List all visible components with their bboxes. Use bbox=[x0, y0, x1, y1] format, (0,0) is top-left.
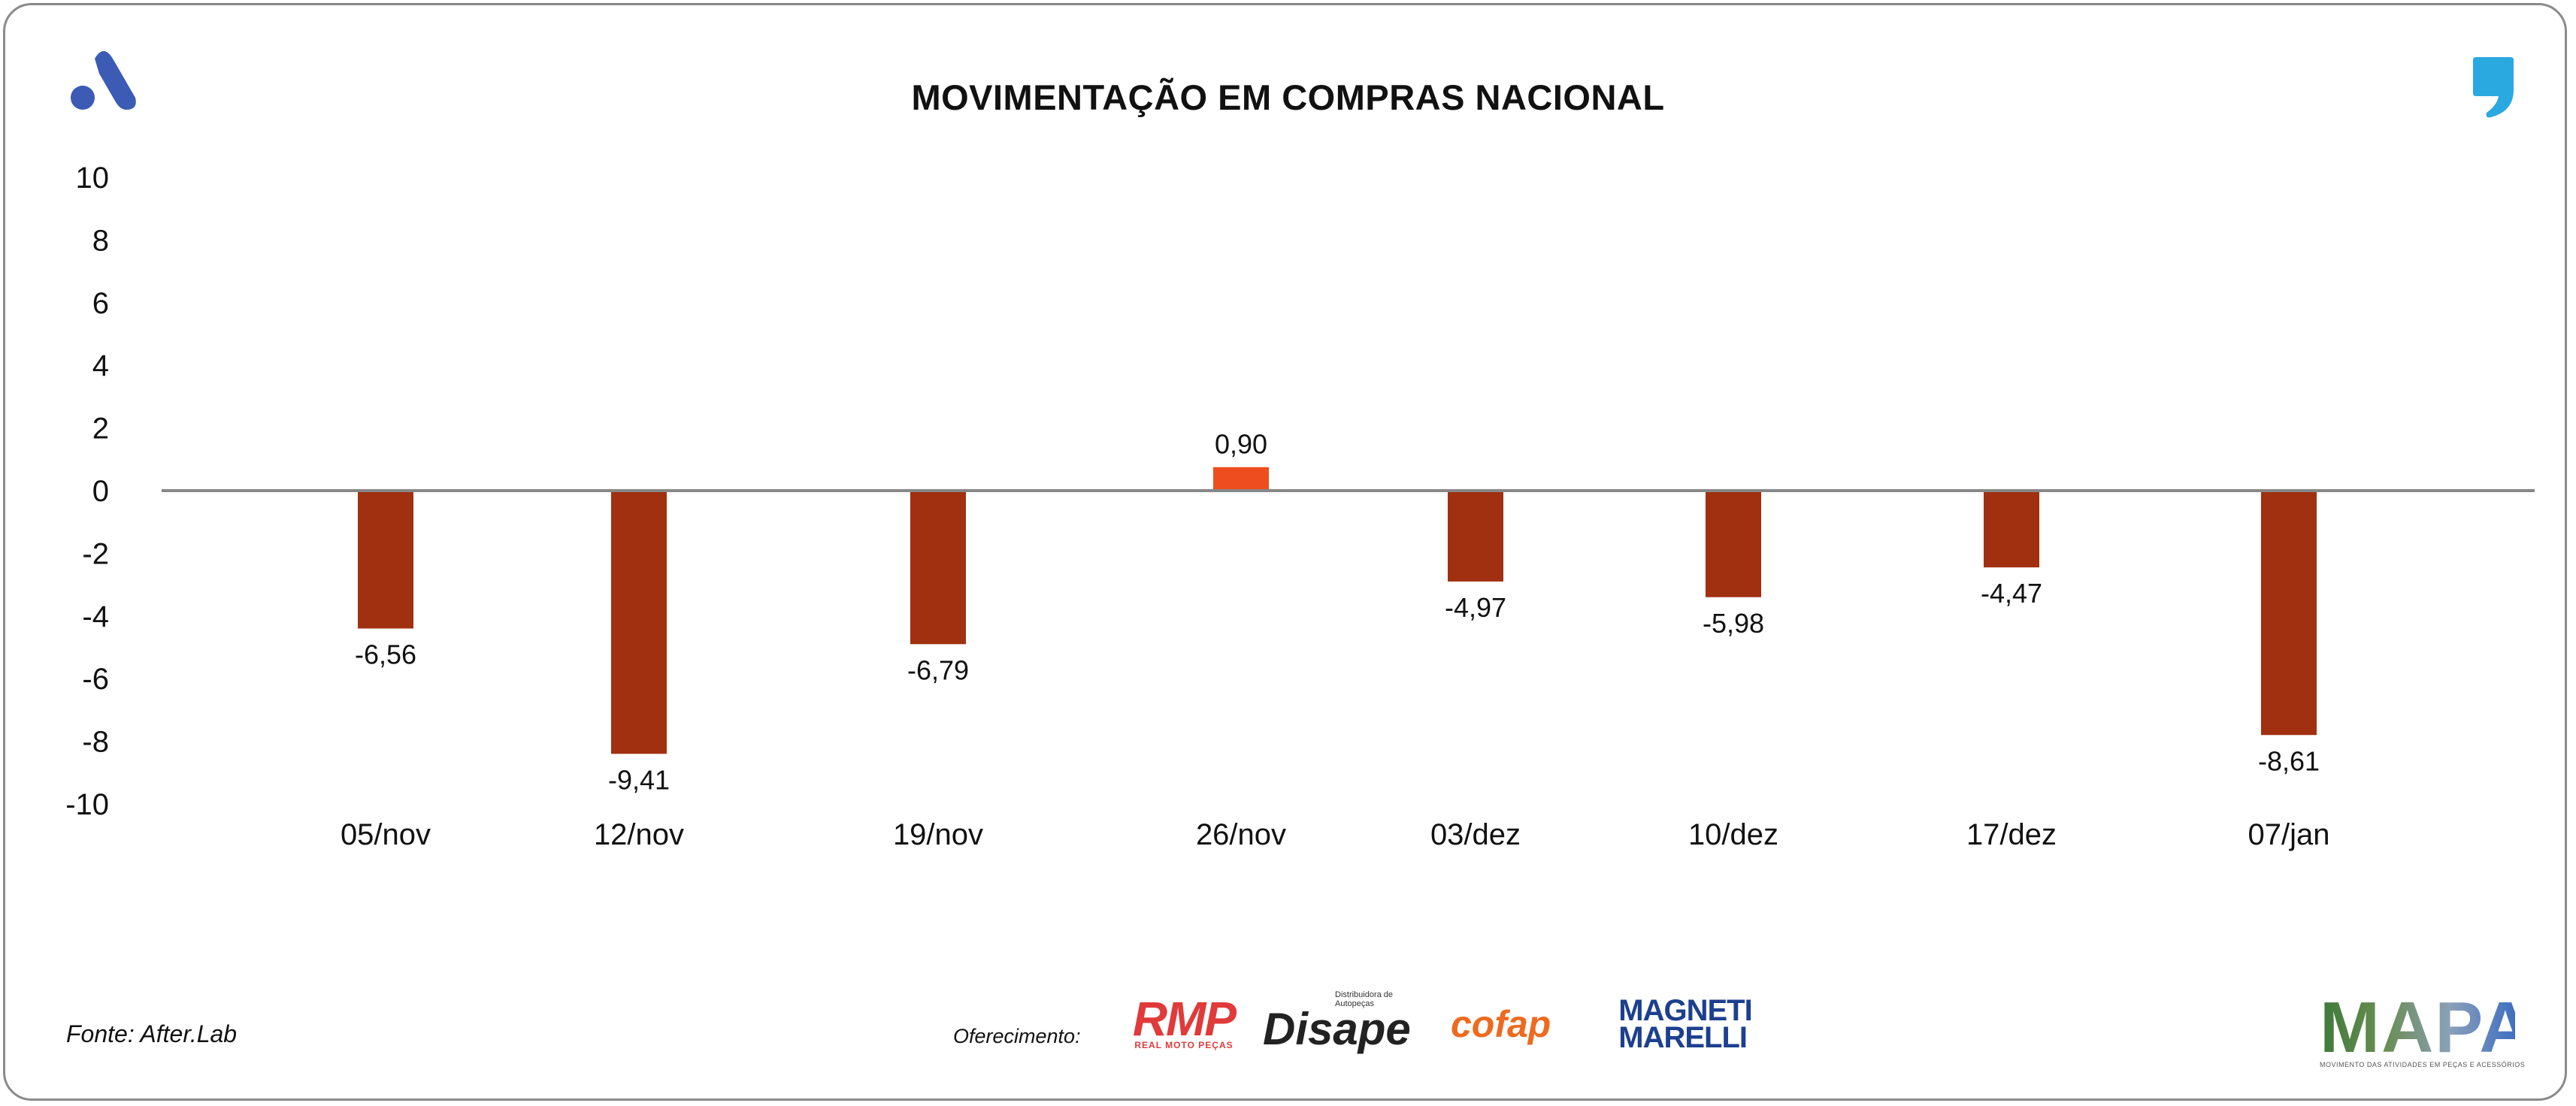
data-label: -4,97 bbox=[1445, 592, 1506, 623]
x-tick-label: 12/nov bbox=[594, 818, 684, 851]
y-tick-label: 10 bbox=[76, 162, 110, 195]
x-tick-label: 17/dez bbox=[1966, 818, 2057, 851]
y-tick-label: -10 bbox=[65, 788, 109, 821]
chart-title: MOVIMENTAÇÃO EM COMPRAS NACIONAL bbox=[911, 77, 1665, 117]
x-tick-label: 26/nov bbox=[1196, 818, 1286, 851]
x-tick-label: 05/nov bbox=[341, 818, 431, 851]
x-tick-label: 03/dez bbox=[1430, 818, 1521, 851]
mapa-logo-subtext: MOVIMENTO DAS ATIVIDADES EM PEÇAS E ACES… bbox=[2320, 1061, 2526, 1068]
bar bbox=[1213, 467, 1269, 491]
y-tick-label: 8 bbox=[92, 224, 109, 257]
chart-frame bbox=[3, 3, 2567, 1101]
sponsor-rmp-subtext: REAL MOTO PEÇAS bbox=[1134, 1040, 1234, 1050]
bar bbox=[611, 491, 667, 754]
mapa-logo-text: MAPA bbox=[2320, 987, 2533, 1068]
y-tick-label: -6 bbox=[82, 663, 109, 696]
y-tick-label: -4 bbox=[82, 600, 109, 633]
sponsor-rmp-name: RMP bbox=[1132, 992, 1237, 1046]
bar bbox=[358, 491, 413, 629]
bar bbox=[1706, 491, 1761, 597]
y-tick-label: 0 bbox=[92, 475, 109, 508]
mapa-logo: MAPA MOVIMENTO DAS ATIVIDADES EM PEÇAS E… bbox=[2320, 987, 2533, 1070]
sponsor-disape-name: Disape bbox=[1263, 1004, 1411, 1054]
x-tick-label: 10/dez bbox=[1688, 818, 1778, 851]
sponsor-magneti-marelli-logo: MAGNETI MARELLI bbox=[1618, 990, 1752, 1058]
sponsor-cofap-logo: cofap bbox=[1451, 990, 1609, 1058]
bar bbox=[910, 491, 966, 645]
sponsor-label: Oferecimento: bbox=[953, 1025, 1081, 1047]
sponsor-disape-logo: Distribuidora de Autopeças Disape bbox=[1263, 990, 1428, 1058]
data-label: -6,79 bbox=[907, 654, 969, 685]
sponsor-rmp-logo: RMP REAL MOTO PEÇAS bbox=[1120, 990, 1248, 1058]
data-label: 0,90 bbox=[1215, 429, 1267, 460]
y-tick-label: 4 bbox=[92, 349, 109, 382]
sponsor-magneti-marelli-name: MAGNETI MARELLI bbox=[1618, 994, 1752, 1054]
quote-mark-icon bbox=[2473, 57, 2514, 118]
y-tick-label: 2 bbox=[92, 412, 109, 446]
x-tick-label: 07/jan bbox=[2248, 818, 2330, 851]
y-tick-label: -8 bbox=[82, 726, 109, 759]
bar bbox=[1448, 491, 1503, 582]
data-label: -5,98 bbox=[1703, 608, 1764, 639]
data-label: -9,41 bbox=[608, 764, 670, 795]
data-label: -6,56 bbox=[355, 639, 416, 669]
x-tick-label: 19/nov bbox=[893, 818, 983, 851]
aftermarket-logo-icon bbox=[71, 51, 136, 110]
sponsor-cofap-name: cofap bbox=[1451, 1003, 1551, 1045]
bar bbox=[1984, 491, 2039, 568]
source-note: Fonte: After.Lab bbox=[66, 1020, 238, 1047]
data-label: -8,61 bbox=[2258, 745, 2320, 776]
sponsor-disape-subtext: Distribuidora de Autopeças bbox=[1335, 990, 1394, 1008]
y-tick-label: -2 bbox=[82, 537, 109, 570]
bar bbox=[2261, 491, 2317, 736]
data-label: -4,47 bbox=[1981, 578, 2042, 609]
y-tick-label: 6 bbox=[92, 287, 109, 320]
